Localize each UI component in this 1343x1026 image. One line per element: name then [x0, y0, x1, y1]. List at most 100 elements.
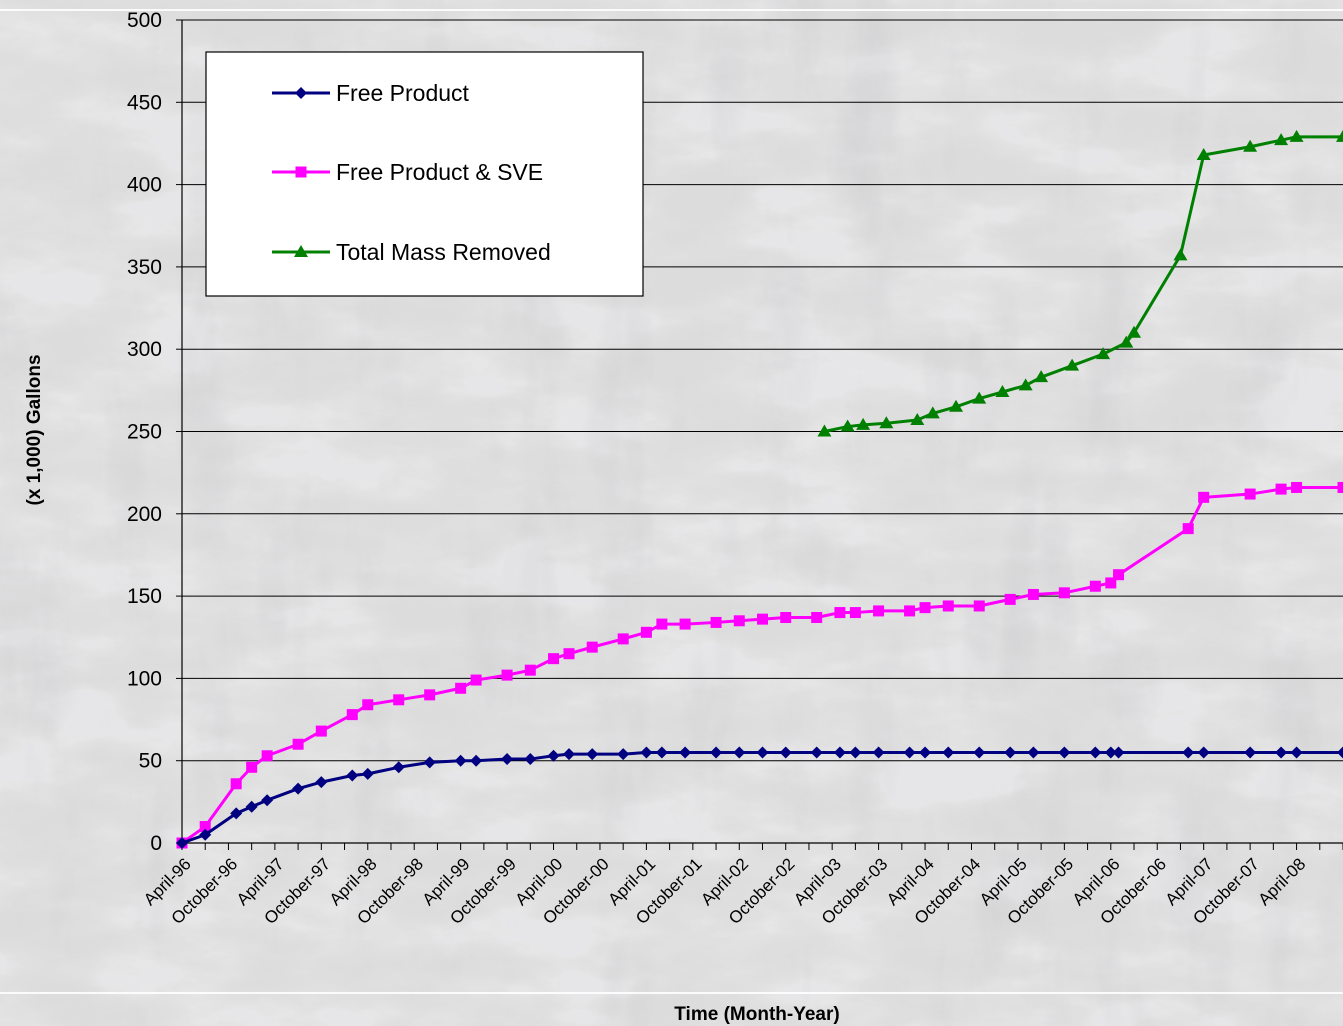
data-point — [849, 746, 862, 759]
data-point — [817, 424, 832, 437]
data-point — [563, 648, 575, 660]
data-point — [1336, 129, 1343, 142]
series-line — [181, 750, 1343, 845]
data-point — [470, 754, 483, 767]
data-point — [246, 761, 258, 773]
y-tick-label: 200 — [127, 503, 162, 526]
data-point — [261, 750, 273, 762]
data-point — [640, 746, 653, 759]
data-point — [1105, 577, 1117, 589]
data-point — [904, 605, 916, 617]
series-diamond — [176, 746, 1343, 849]
legend-item: Free Product & SVE — [272, 159, 543, 185]
legend-label: Total Mass Removed — [336, 239, 551, 265]
y-tick-label: 400 — [127, 174, 162, 197]
data-point — [710, 616, 722, 628]
y-tick-label: 350 — [127, 256, 162, 279]
data-point — [501, 669, 513, 681]
data-point — [423, 756, 436, 769]
y-tick-label: 0 — [150, 832, 162, 855]
legend-label: Free Product — [336, 80, 470, 106]
data-point — [1018, 378, 1033, 391]
data-point — [1196, 147, 1211, 160]
data-point — [910, 412, 925, 425]
legend-item: Free Product — [272, 80, 470, 106]
legend-marker — [295, 166, 307, 178]
data-point — [1027, 746, 1040, 759]
data-point — [199, 828, 212, 841]
y-tick-labels: 0 50 100 150 200 250 300 350 400 450 500 — [127, 9, 162, 855]
legend-label: Free Product & SVE — [336, 159, 543, 185]
data-point — [346, 709, 358, 721]
data-point — [1244, 488, 1256, 500]
axes — [176, 19, 1343, 850]
data-point — [679, 746, 692, 759]
data-point — [199, 821, 211, 833]
data-point — [424, 689, 436, 701]
data-point — [733, 746, 746, 759]
data-point — [586, 641, 598, 653]
data-point — [501, 753, 514, 766]
data-point — [315, 725, 327, 737]
y-tick-label: 50 — [139, 750, 162, 773]
data-point — [1027, 588, 1039, 600]
data-point — [548, 653, 560, 665]
data-point — [1034, 370, 1049, 383]
y-axis-title: (x 1,000) Gallons — [24, 354, 45, 505]
series-layer — [176, 129, 1343, 849]
data-point — [361, 767, 374, 780]
data-point — [176, 837, 188, 849]
data-point — [547, 749, 560, 762]
data-point — [292, 782, 305, 795]
series-triangle — [817, 129, 1343, 437]
data-point — [1289, 129, 1304, 142]
data-point — [973, 600, 985, 612]
data-point — [949, 399, 963, 412]
x-axis-title: Time (Month-Year) — [674, 1004, 839, 1025]
data-point — [1274, 133, 1289, 146]
data-point — [856, 417, 871, 430]
data-point — [455, 682, 467, 694]
data-point — [872, 746, 885, 759]
data-point — [779, 746, 792, 759]
data-point — [879, 416, 894, 429]
data-point — [586, 748, 599, 761]
data-point — [563, 748, 575, 761]
data-point — [849, 607, 861, 619]
data-point — [1112, 746, 1125, 759]
data-point — [1058, 587, 1070, 599]
legend: Free Product Free Product & SVE Total Mass… — [205, 51, 644, 297]
data-point — [230, 807, 243, 820]
data-point — [1004, 593, 1016, 605]
data-point — [973, 746, 986, 759]
data-point — [995, 384, 1010, 397]
data-point — [919, 602, 931, 614]
data-point — [1089, 580, 1101, 592]
data-point — [1173, 248, 1188, 261]
data-point — [679, 618, 691, 630]
data-point — [1113, 569, 1125, 581]
data-point — [810, 746, 823, 759]
legend-item: Total Mass Removed — [272, 239, 551, 265]
data-point — [1127, 325, 1142, 338]
data-point — [1275, 746, 1288, 759]
data-point — [733, 615, 745, 627]
data-point — [1198, 491, 1210, 503]
data-point — [1182, 523, 1194, 535]
data-point — [833, 746, 846, 759]
data-point — [756, 746, 769, 759]
data-point — [470, 674, 482, 686]
data-point — [617, 748, 630, 761]
data-point — [245, 800, 258, 813]
data-point — [524, 664, 536, 676]
data-point — [1065, 358, 1080, 371]
data-point — [942, 746, 955, 759]
data-point — [757, 613, 768, 625]
data-point — [811, 611, 823, 623]
data-point — [903, 746, 916, 759]
data-point — [925, 406, 940, 419]
data-point — [840, 419, 855, 432]
y-tick-label: 450 — [127, 91, 162, 114]
